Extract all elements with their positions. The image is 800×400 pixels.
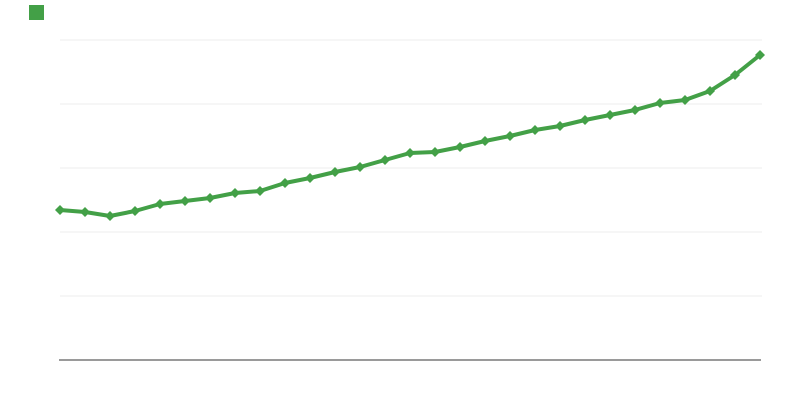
- data-point-marker[interactable]: [105, 211, 115, 221]
- data-point-marker[interactable]: [505, 131, 515, 141]
- data-point-marker[interactable]: [630, 105, 640, 115]
- series-line: [58, 53, 762, 218]
- data-point-marker[interactable]: [405, 148, 415, 158]
- data-point-marker[interactable]: [80, 207, 90, 217]
- data-point-marker[interactable]: [655, 98, 665, 108]
- data-point-marker[interactable]: [355, 162, 365, 172]
- data-point-marker[interactable]: [730, 70, 740, 80]
- data-point-marker[interactable]: [180, 196, 190, 206]
- data-point-marker[interactable]: [705, 86, 715, 96]
- data-point-marker[interactable]: [680, 95, 690, 105]
- data-point-marker[interactable]: [455, 142, 465, 152]
- data-point-marker[interactable]: [280, 178, 290, 188]
- data-point-marker[interactable]: [430, 147, 440, 157]
- legend-color-swatch: [29, 5, 44, 20]
- data-point-marker[interactable]: [130, 206, 140, 216]
- data-point-marker[interactable]: [605, 110, 615, 120]
- data-point-marker[interactable]: [530, 125, 540, 135]
- data-point-marker[interactable]: [755, 50, 765, 60]
- data-point-marker[interactable]: [555, 121, 565, 131]
- data-point-marker[interactable]: [305, 173, 315, 183]
- data-point-marker[interactable]: [255, 186, 265, 196]
- data-point-marker[interactable]: [230, 188, 240, 198]
- data-point-marker[interactable]: [480, 136, 490, 146]
- data-point-marker[interactable]: [155, 199, 165, 209]
- data-point-marker[interactable]: [380, 155, 390, 165]
- data-point-marker[interactable]: [330, 167, 340, 177]
- data-point-marker[interactable]: [55, 205, 65, 215]
- data-point-marker[interactable]: [205, 193, 215, 203]
- data-point-marker[interactable]: [580, 115, 590, 125]
